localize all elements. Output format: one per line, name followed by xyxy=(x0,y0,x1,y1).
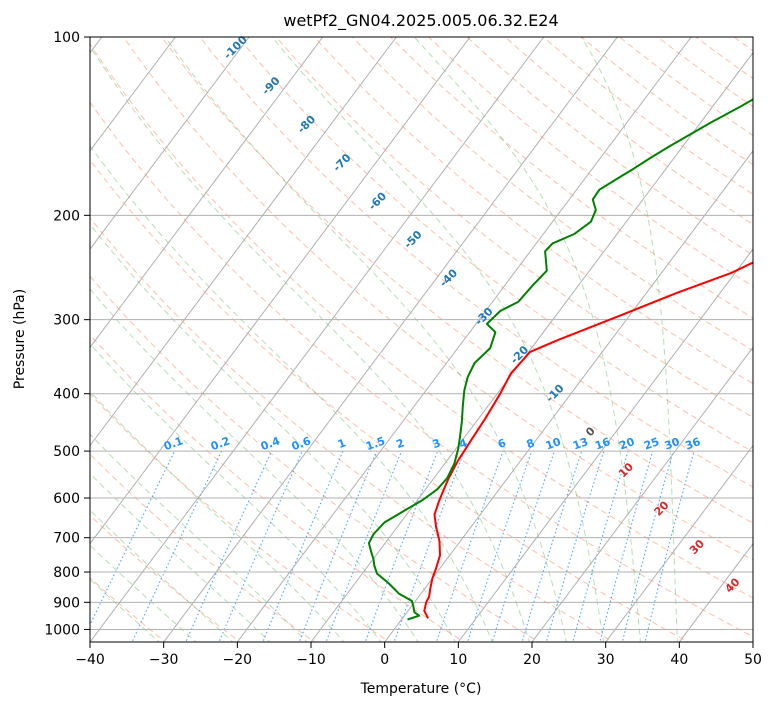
y-tick-label: 600 xyxy=(53,491,80,507)
background-lines xyxy=(90,37,753,642)
mixing-ratio-line xyxy=(545,450,605,642)
x-tick-label: 50 xyxy=(744,652,762,668)
mixing-ratio-line xyxy=(364,450,439,642)
mixing-ratio-label: 0.1 xyxy=(162,434,185,453)
mixing-ratio-line xyxy=(572,450,629,642)
mixing-ratio-label: 0.4 xyxy=(259,434,282,453)
isotherm-line xyxy=(90,37,545,642)
mixing-ratio-label: 1.5 xyxy=(364,434,387,453)
mixing-ratio-label: 20 xyxy=(618,435,637,453)
x-tick-label: −40 xyxy=(75,652,105,668)
x-tick-label: 40 xyxy=(670,652,688,668)
mixing-ratio-line xyxy=(621,450,674,642)
dry-adiabat-line xyxy=(90,393,391,642)
moist-adiabat-line xyxy=(90,433,308,642)
y-tick-label: 800 xyxy=(53,565,80,581)
dry-adiabat-line xyxy=(351,37,753,352)
mixing-ratio-line xyxy=(435,450,504,642)
mixing-ratio-line xyxy=(599,450,654,642)
plot-frame xyxy=(89,36,754,643)
x-tick-label: 30 xyxy=(597,652,615,668)
mixing-ratio-line xyxy=(393,450,465,642)
y-tick-label: 300 xyxy=(53,313,80,329)
isotherm-line xyxy=(90,37,176,152)
isotherm-line xyxy=(605,444,753,642)
dry-adiabat-line xyxy=(90,275,540,642)
mixing-ratio-line xyxy=(644,450,695,642)
y-tick-label: 700 xyxy=(53,531,80,547)
mixing-ratio-label: 8 xyxy=(525,436,537,451)
mixing-ratio-label: 30 xyxy=(663,435,682,453)
mixing-ratio-label: 13 xyxy=(571,435,590,452)
isotherm-line xyxy=(90,37,397,447)
x-tick-label: −30 xyxy=(149,652,179,668)
isotherm-line xyxy=(90,37,250,250)
dry-adiabat-line xyxy=(389,37,753,319)
mixing-ratio-label: 4 xyxy=(457,436,469,451)
y-tick-label: 1000 xyxy=(44,622,80,638)
x-tick-label: −20 xyxy=(223,652,253,668)
dry-adiabat-line xyxy=(90,217,615,642)
mixing-ratio-label: 0.6 xyxy=(290,434,313,453)
mixing-ratio-label: 2 xyxy=(394,436,406,451)
isotherm-line xyxy=(457,248,753,642)
x-tick-label: −10 xyxy=(296,652,326,668)
mixing-ratio-label: 6 xyxy=(496,436,508,451)
mixing-ratio-label: 3 xyxy=(431,436,443,451)
mixing-ratio-label: 10 xyxy=(544,435,563,453)
chart-title: wetPf2_GN04.2025.005.06.32.E24 xyxy=(283,11,558,31)
moist-adiabat-line xyxy=(90,223,456,642)
mixing-ratio-line xyxy=(521,450,583,642)
isotherm-line xyxy=(90,37,471,545)
y-tick-label: 400 xyxy=(53,387,80,403)
dry-adiabat-line xyxy=(90,453,316,642)
dry-adiabat-line xyxy=(161,37,753,524)
x-tick-label: 20 xyxy=(523,652,541,668)
y-tick-label: 900 xyxy=(53,595,80,611)
dry-adiabat-line xyxy=(122,37,753,561)
y-tick-label: 200 xyxy=(53,208,80,224)
y-axis-label: Pressure (hPa) xyxy=(12,289,28,389)
mixing-ratio-line xyxy=(491,450,555,642)
x-axis-label: Temperature (°C) xyxy=(360,681,482,697)
y-tick-label: 500 xyxy=(53,444,80,460)
dry-adiabat-line xyxy=(237,37,753,453)
mixing-ratio-label: 0.2 xyxy=(209,434,232,453)
sounding-traces xyxy=(367,98,753,621)
dewpoint-trace xyxy=(367,98,753,621)
moist-adiabat-line xyxy=(90,390,345,642)
x-tick-label: 0 xyxy=(380,652,389,668)
x-tick-label: 10 xyxy=(449,652,467,668)
mixing-ratio-label: 1 xyxy=(336,436,348,451)
isotherm-line xyxy=(384,150,753,642)
isotherm-line xyxy=(236,37,692,642)
mixing-ratio-label: 25 xyxy=(642,435,661,452)
y-axis-ticks: 1000 900 800 700 600 500 400 300 200 100 xyxy=(44,30,90,638)
isotherm-line xyxy=(310,51,753,642)
y-tick-label: 100 xyxy=(53,30,80,46)
mixing-ratio-label: 36 xyxy=(683,435,702,453)
mixing-ratio-label: 16 xyxy=(593,435,612,453)
isotherm-line xyxy=(90,37,324,349)
mixing-ratio-line xyxy=(325,450,403,642)
x-axis-ticks: −40 −30 −20 −10 0 10 20 30 40 50 xyxy=(75,642,762,668)
isotherm-line xyxy=(531,346,753,642)
mixing-ratio-line xyxy=(298,450,378,642)
isotherm-line xyxy=(163,37,618,642)
temperature-trace xyxy=(423,261,753,619)
